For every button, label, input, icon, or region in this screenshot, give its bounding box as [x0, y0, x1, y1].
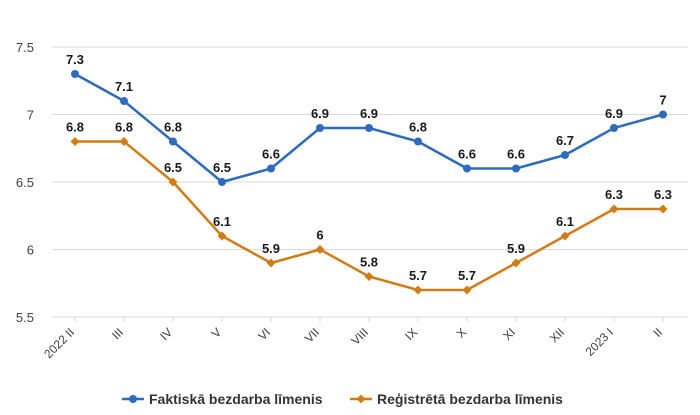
data-label: 7: [659, 93, 666, 108]
gridlines: [52, 46, 688, 322]
x-tick-label: III: [109, 325, 126, 342]
data-point: [463, 164, 471, 173]
x-tick-label: IV: [157, 325, 175, 343]
data-label: 6.9: [605, 106, 623, 121]
legend-label: Reģistrētā bezdarba līmenis: [377, 391, 563, 407]
x-tick-label: VII: [302, 325, 322, 345]
data-point: [168, 177, 178, 187]
x-tick-label: VIII: [348, 325, 371, 348]
data-label: 6.8: [66, 120, 84, 135]
data-point: [218, 178, 226, 186]
data-point: [413, 285, 423, 295]
data-point: [511, 258, 521, 268]
series-group: [70, 70, 668, 295]
data-point: [119, 137, 129, 146]
data-label: 6.6: [507, 147, 525, 162]
x-tick-label: 2023 I: [583, 325, 616, 358]
legend-label: Faktiskā bezdarba līmenis: [149, 391, 323, 407]
data-label: 6.8: [409, 120, 427, 135]
data-labels: 7.3 7.1 6.8 6.5 6.6 6.9 6.9 6.8 6.6 6.6 6.7 6.9 7 6.8…: [66, 52, 672, 283]
legend-marker-icon: [356, 394, 366, 404]
legend-item[interactable]: Reģistrētā bezdarba līmenis: [350, 391, 563, 407]
data-label: 6.1: [556, 214, 574, 229]
data-label: 6.8: [115, 120, 133, 135]
x-axis-ticks: 2022 II III IV V VI VII VIII IX X XI XII 2023 I II: [41, 325, 665, 361]
data-point: [316, 124, 324, 132]
data-label: 6.7: [556, 133, 574, 148]
data-point: [512, 164, 520, 173]
data-label: 5.9: [507, 241, 525, 256]
data-label: 6.6: [458, 147, 476, 162]
x-tick-label: XI: [500, 325, 518, 343]
data-label: 6.3: [605, 187, 623, 202]
x-tick-label: XII: [547, 325, 567, 345]
data-label: 5.9: [262, 241, 280, 256]
data-label: 7.1: [115, 79, 133, 94]
y-tick-label: 6.5: [16, 175, 34, 190]
data-point: [364, 272, 374, 281]
x-tick-label: II: [651, 325, 666, 340]
data-label: 5.8: [360, 255, 378, 270]
y-tick-label: 7: [27, 108, 34, 123]
data-label: 6.6: [262, 147, 280, 162]
data-label: 6.5: [164, 160, 182, 175]
data-point: [561, 151, 569, 159]
x-tick-label: X: [454, 325, 470, 341]
data-point: [266, 258, 276, 268]
data-label: 6: [316, 228, 323, 243]
x-tick-label: VI: [255, 325, 273, 343]
y-tick-label: 5.5: [16, 310, 34, 325]
data-point: [70, 137, 80, 146]
data-point: [658, 204, 668, 214]
data-label: 6.8: [164, 120, 182, 135]
data-point: [315, 245, 325, 254]
y-tick-label: 7.5: [16, 40, 34, 55]
data-label: 6.9: [360, 106, 378, 121]
data-point: [609, 204, 619, 214]
data-point: [659, 110, 667, 119]
x-tick-label: 2022 II: [41, 325, 77, 361]
data-point: [267, 164, 275, 173]
data-label: 7.3: [66, 52, 84, 67]
data-label: 6.5: [213, 160, 231, 175]
data-label: 6.3: [654, 187, 672, 202]
data-point: [462, 285, 472, 295]
data-point: [120, 97, 128, 105]
legend-item[interactable]: Faktiskā bezdarba līmenis: [122, 391, 323, 407]
data-point: [169, 137, 177, 146]
legend-marker-icon: [129, 395, 137, 403]
data-point: [414, 137, 422, 146]
data-point: [365, 124, 373, 132]
data-point: [71, 70, 79, 78]
legend[interactable]: Faktiskā bezdarba līmenis Reģistrētā bezd…: [122, 391, 563, 407]
data-label: 6.1: [213, 214, 231, 229]
data-label: 6.9: [311, 106, 329, 121]
data-point: [217, 231, 227, 241]
data-point: [560, 231, 570, 241]
x-tick-label: V: [209, 325, 225, 341]
x-tick-label: IX: [402, 325, 420, 343]
y-axis-ticks: 5.5 6 6.5 7 7.5: [16, 40, 34, 325]
data-label: 5.7: [458, 268, 476, 283]
data-point: [610, 124, 618, 132]
y-tick-label: 6: [27, 243, 34, 258]
data-label: 5.7: [409, 268, 427, 283]
